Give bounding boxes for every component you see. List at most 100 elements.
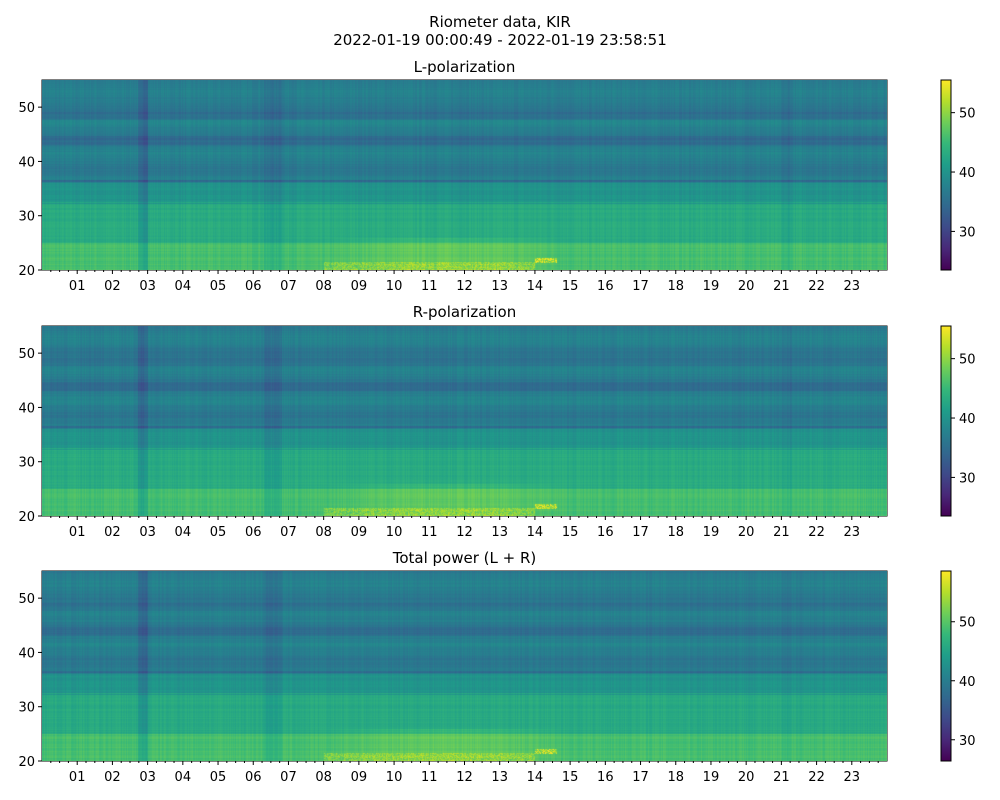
x-tick-label: 02 xyxy=(104,525,121,540)
x-tick-label: 05 xyxy=(210,770,227,785)
x-tick-label: 13 xyxy=(491,770,508,785)
y-tick-label: 20 xyxy=(18,510,35,525)
colorbar-tick-label: 40 xyxy=(959,166,976,181)
x-tick-label: 09 xyxy=(351,525,368,540)
panel-title-r: R-polarization xyxy=(412,303,517,321)
y-tick-label: 50 xyxy=(18,592,35,607)
x-tick-label: 16 xyxy=(597,525,614,540)
x-tick-label: 20 xyxy=(738,770,755,785)
x-tick-label: 07 xyxy=(280,279,297,294)
x-tick-label: 08 xyxy=(315,770,332,785)
x-tick-label: 17 xyxy=(632,525,649,540)
colorbar xyxy=(940,325,952,517)
x-tick-label: 22 xyxy=(808,770,825,785)
x-tick-label: 18 xyxy=(667,279,684,294)
heatmap-image xyxy=(42,571,887,761)
colorbar-tick-label: 40 xyxy=(959,675,976,690)
x-tick-label: 14 xyxy=(527,770,544,785)
x-tick-label: 21 xyxy=(773,279,790,294)
colorbar-tick-label: 30 xyxy=(959,734,976,749)
x-tick-label: 07 xyxy=(280,770,297,785)
x-tick-label: 14 xyxy=(527,525,544,540)
x-tick-label: 04 xyxy=(175,525,192,540)
x-tick-label: 21 xyxy=(773,770,790,785)
colorbar-tick-label: 50 xyxy=(959,616,976,631)
x-tick-label: 03 xyxy=(139,525,156,540)
y-tick-label: 40 xyxy=(18,401,35,416)
x-tick-label: 03 xyxy=(139,770,156,785)
x-tick-label: 21 xyxy=(773,525,790,540)
x-tick-label: 17 xyxy=(632,279,649,294)
x-tick-label: 14 xyxy=(527,279,544,294)
x-tick-label: 15 xyxy=(562,525,579,540)
figure-title: Riometer data, KIR xyxy=(429,13,571,31)
x-tick-label: 08 xyxy=(315,279,332,294)
x-tick-label: 11 xyxy=(421,770,438,785)
x-tick-label: 12 xyxy=(456,525,473,540)
x-tick-label: 09 xyxy=(351,279,368,294)
x-tick-label: 23 xyxy=(844,525,861,540)
x-tick-label: 06 xyxy=(245,770,262,785)
x-tick-label: 06 xyxy=(245,279,262,294)
colorbar-tick-label: 50 xyxy=(959,107,976,122)
x-tick-label: 11 xyxy=(421,279,438,294)
x-tick-label: 20 xyxy=(738,279,755,294)
x-tick-label: 22 xyxy=(808,279,825,294)
x-tick-label: 05 xyxy=(210,525,227,540)
panel-0: 20 30 40 50 01 02 03 04 05 06 07 08 09 10 11 12 13 14 15 16… xyxy=(18,79,976,294)
colorbar-tick-label: 40 xyxy=(959,412,976,427)
x-tick-label: 15 xyxy=(562,770,579,785)
x-tick-label: 10 xyxy=(386,279,403,294)
y-tick-label: 30 xyxy=(18,701,35,716)
x-tick-label: 07 xyxy=(280,525,297,540)
y-tick-label: 40 xyxy=(18,155,35,170)
colorbar-tick-label: 50 xyxy=(959,353,976,368)
x-tick-label: 23 xyxy=(844,770,861,785)
x-tick-label: 23 xyxy=(844,279,861,294)
panel-title-l: L-polarization xyxy=(413,58,516,76)
y-tick-label: 20 xyxy=(18,264,35,279)
panel-1: 20 30 40 50 01 02 03 04 05 06 07 08 09 10 11 12 13 14 15 16… xyxy=(18,325,976,540)
x-tick-label: 04 xyxy=(175,279,192,294)
x-tick-label: 19 xyxy=(703,279,720,294)
x-tick-label: 20 xyxy=(738,525,755,540)
x-tick-label: 01 xyxy=(69,770,86,785)
x-tick-label: 04 xyxy=(175,770,192,785)
panel-2: 20 30 40 50 01 02 03 04 05 06 07 08 09 10 11 12 13 14 15 16… xyxy=(18,570,976,785)
panel-title-total: Total power (L + R) xyxy=(392,549,537,567)
colorbar xyxy=(940,79,952,271)
x-tick-label: 16 xyxy=(597,279,614,294)
y-tick-label: 30 xyxy=(18,456,35,471)
colorbar-tick-label: 30 xyxy=(959,225,976,240)
heatmap-image xyxy=(42,80,887,270)
x-tick-label: 18 xyxy=(667,770,684,785)
x-tick-label: 01 xyxy=(69,525,86,540)
x-tick-label: 06 xyxy=(245,525,262,540)
x-tick-label: 13 xyxy=(491,279,508,294)
colorbar-tick-label: 30 xyxy=(959,471,976,486)
x-tick-label: 11 xyxy=(421,525,438,540)
x-tick-label: 22 xyxy=(808,525,825,540)
y-tick-label: 30 xyxy=(18,210,35,225)
x-tick-label: 05 xyxy=(210,279,227,294)
y-tick-label: 50 xyxy=(18,101,35,116)
y-tick-label: 50 xyxy=(18,347,35,362)
x-tick-label: 18 xyxy=(667,525,684,540)
x-tick-label: 12 xyxy=(456,770,473,785)
x-tick-label: 19 xyxy=(703,525,720,540)
y-tick-label: 20 xyxy=(18,755,35,770)
x-tick-label: 13 xyxy=(491,525,508,540)
colorbar xyxy=(940,570,952,762)
x-tick-label: 10 xyxy=(386,770,403,785)
x-tick-label: 19 xyxy=(703,770,720,785)
x-tick-label: 09 xyxy=(351,770,368,785)
x-tick-label: 16 xyxy=(597,770,614,785)
x-tick-label: 02 xyxy=(104,279,121,294)
x-tick-label: 08 xyxy=(315,525,332,540)
heatmap-image xyxy=(42,326,887,516)
x-tick-label: 12 xyxy=(456,279,473,294)
x-tick-label: 15 xyxy=(562,279,579,294)
x-tick-label: 03 xyxy=(139,279,156,294)
